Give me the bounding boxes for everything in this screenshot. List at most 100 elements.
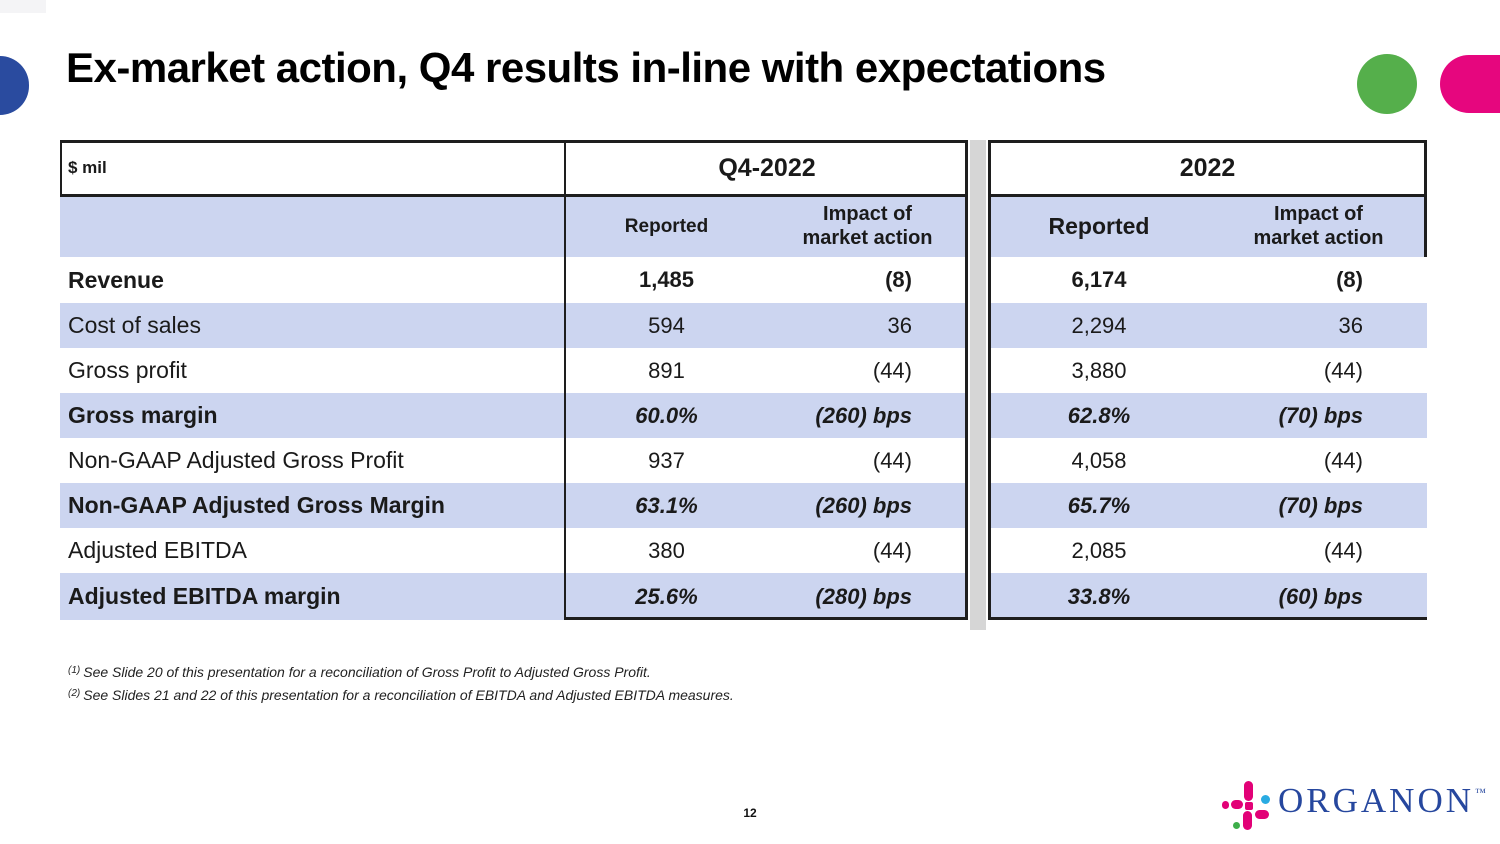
footnote-text: See Slides 21 and 22 of this presentatio… bbox=[83, 687, 734, 703]
row-label: Adjusted EBITDA margin bbox=[68, 583, 341, 609]
table-row: 2,294 36 bbox=[988, 303, 1427, 348]
row-label: Non-GAAP Adjusted Gross Margin bbox=[68, 492, 445, 518]
cell-fy-reported: 4,058 bbox=[1071, 447, 1127, 473]
table-row: 65.7% (70) bps bbox=[988, 483, 1427, 528]
cell-fy-impact: (60) bps bbox=[1278, 583, 1363, 609]
cell-fy-impact: (44) bbox=[1323, 537, 1363, 563]
table-subheader-row: Reported Impact of market action bbox=[60, 196, 968, 257]
q4-impact-header: Impact of market action bbox=[767, 196, 968, 257]
footnotes: (1) See Slide 20 of this presentation for… bbox=[68, 662, 734, 708]
fy-2022-table: 2022 Reported Impact of market action 6,… bbox=[988, 140, 1427, 620]
organon-logo: ORGANON™ bbox=[1222, 779, 1486, 831]
table-row: 62.8% (70) bps bbox=[988, 393, 1427, 438]
table-divider-strip bbox=[970, 140, 986, 630]
blue-semicircle-shape bbox=[0, 56, 29, 115]
table-row: 2,085 (44) bbox=[988, 528, 1427, 573]
table-border-line bbox=[60, 194, 968, 197]
footnote-line: (1) See Slide 20 of this presentation for… bbox=[68, 662, 734, 685]
table-header-row: $ mil Q4-2022 bbox=[60, 140, 968, 196]
table-border-line bbox=[564, 140, 566, 620]
footnote-text: See Slide 20 of this presentation for a … bbox=[83, 664, 651, 680]
table-border-line bbox=[564, 617, 968, 620]
cell-fy-impact: (44) bbox=[1323, 447, 1363, 473]
cell-fy-impact: (44) bbox=[1323, 357, 1363, 383]
table-header-row: 2022 bbox=[988, 140, 1427, 196]
page-number: 12 bbox=[743, 806, 757, 820]
q4-2022-table: $ mil Q4-2022 Reported Impact of market … bbox=[60, 140, 968, 620]
cell-q4-reported: 1,485 bbox=[638, 267, 695, 292]
fy-group-header: 2022 bbox=[1179, 153, 1236, 182]
fy-table-body: 6,174 (8) 2,294 36 3,880 (44) 62.8% (70) bps 4,0… bbox=[988, 257, 1427, 620]
fy-reported-header: Reported bbox=[1048, 213, 1150, 239]
table-border-line bbox=[988, 140, 1427, 143]
cell-q4-impact: (44) bbox=[872, 537, 912, 563]
cell-fy-reported: 6,174 bbox=[1071, 267, 1127, 292]
table-row: Non-GAAP Adjusted Gross Margin 63.1% (260)… bbox=[60, 483, 968, 528]
table-border-line bbox=[60, 140, 968, 143]
wordmark-text: ORGANON bbox=[1278, 781, 1474, 820]
table-row: Adjusted EBITDA 380 (44) bbox=[60, 528, 968, 573]
table-row: Adjusted EBITDA margin 25.6% (280) bps bbox=[60, 573, 968, 620]
row-label: Adjusted EBITDA bbox=[68, 537, 247, 563]
q4-table-body: Revenue 1,485 (8) Cost of sales 594 36 Gross p… bbox=[60, 257, 968, 620]
fy-impact-header: Impact of market action bbox=[1210, 196, 1427, 257]
unit-label: $ mil bbox=[68, 158, 107, 177]
table-row: Gross margin 60.0% (260) bps bbox=[60, 393, 968, 438]
green-circle-shape bbox=[1357, 54, 1417, 114]
row-label: Non-GAAP Adjusted Gross Profit bbox=[68, 447, 404, 473]
footnote-marker: (2) bbox=[68, 688, 81, 699]
cell-q4-impact: (260) bps bbox=[815, 492, 912, 518]
organon-wordmark: ORGANON™ bbox=[1278, 775, 1486, 835]
q4-impact-header-text: Impact of market action bbox=[802, 202, 933, 249]
cell-fy-reported: 33.8% bbox=[1067, 583, 1131, 609]
cell-q4-impact: (8) bbox=[885, 267, 912, 292]
table-border-line bbox=[988, 140, 991, 620]
table-border-line bbox=[988, 617, 1427, 620]
cell-q4-reported: 60.0% bbox=[635, 402, 698, 428]
table-row: 6,174 (8) bbox=[988, 257, 1427, 303]
table-subheader-row: Reported Impact of market action bbox=[988, 196, 1427, 257]
row-label: Gross profit bbox=[68, 357, 187, 383]
cell-fy-reported: 62.8% bbox=[1067, 402, 1131, 428]
empty-header-cell bbox=[60, 196, 566, 257]
table-row: Cost of sales 594 36 bbox=[60, 303, 968, 348]
footnote-line: (2) See Slides 21 and 22 of this presenta… bbox=[68, 685, 734, 708]
cell-fy-impact: (70) bps bbox=[1278, 492, 1363, 518]
cell-q4-impact: (260) bps bbox=[815, 402, 912, 428]
organon-logo-icon bbox=[1222, 779, 1272, 831]
cell-q4-reported: 937 bbox=[648, 447, 685, 473]
cell-q4-reported: 25.6% bbox=[635, 583, 698, 609]
table-border-line bbox=[965, 140, 968, 620]
row-label: Cost of sales bbox=[68, 312, 201, 338]
pink-pill-shape bbox=[1440, 55, 1500, 113]
table-row: Gross profit 891 (44) bbox=[60, 348, 968, 393]
q4-group-header: Q4-2022 bbox=[718, 153, 816, 182]
cell-q4-reported: 594 bbox=[648, 312, 685, 338]
cell-fy-impact: (8) bbox=[1336, 267, 1363, 292]
cell-q4-impact: (44) bbox=[872, 447, 912, 473]
table-row: 4,058 (44) bbox=[988, 438, 1427, 483]
cell-q4-impact: (280) bps bbox=[815, 583, 912, 609]
cell-fy-reported: 2,294 bbox=[1071, 312, 1127, 338]
cell-fy-reported: 65.7% bbox=[1067, 492, 1131, 518]
table-row: Revenue 1,485 (8) bbox=[60, 257, 968, 303]
table-row: 3,880 (44) bbox=[988, 348, 1427, 393]
row-label: Gross margin bbox=[68, 402, 218, 428]
table-border-line bbox=[988, 194, 1427, 197]
cell-fy-reported: 2,085 bbox=[1071, 537, 1127, 563]
cell-fy-reported: 3,880 bbox=[1071, 357, 1127, 383]
table-border-line bbox=[60, 140, 62, 197]
q4-reported-header: Reported bbox=[624, 215, 709, 237]
cell-q4-impact: (44) bbox=[872, 357, 912, 383]
cell-fy-impact: (70) bps bbox=[1278, 402, 1363, 428]
table-border-line bbox=[1424, 140, 1427, 257]
table-row: 33.8% (60) bps bbox=[988, 573, 1427, 620]
cell-q4-reported: 63.1% bbox=[635, 492, 698, 518]
footnote-marker: (1) bbox=[68, 665, 81, 676]
cell-fy-impact: 36 bbox=[1338, 312, 1363, 338]
table-row: Non-GAAP Adjusted Gross Profit 937 (44) bbox=[60, 438, 968, 483]
slide-title: Ex-market action, Q4 results in-line wit… bbox=[66, 44, 1106, 91]
row-label: Revenue bbox=[68, 266, 164, 293]
fy-impact-header-text: Impact of market action bbox=[1253, 202, 1384, 249]
